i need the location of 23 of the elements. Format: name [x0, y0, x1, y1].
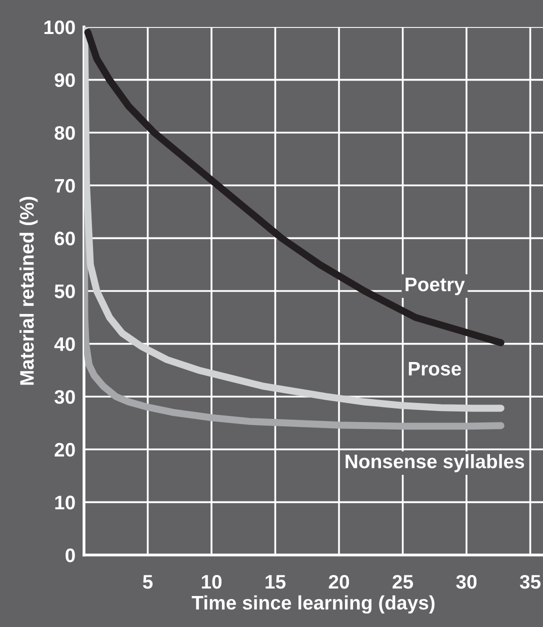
y-axis-title: Material retained (%) [20, 196, 38, 385]
x-tick-label: 30 [456, 574, 477, 589]
series-label: Nonsense syllables [346, 454, 524, 472]
x-tick-label: 5 [142, 575, 153, 589]
y-tick-label: 40 [54, 337, 75, 352]
y-tick-label: 90 [54, 73, 75, 88]
y-tick-label: 50 [54, 284, 75, 298]
x-tick-label: 35 [520, 574, 541, 589]
x-tick-label: 15 [266, 575, 286, 589]
x-tick-label: 25 [392, 574, 414, 589]
series-label: Poetry [406, 278, 465, 296]
y-tick-label: 100 [44, 20, 75, 34]
y-tick-label: 80 [54, 126, 75, 140]
x-axis-title: Time since learning (days) [192, 595, 434, 614]
y-tick-label: 10 [55, 496, 75, 510]
series-label: Prose [408, 362, 461, 376]
y-tick-label: 0 [66, 548, 75, 562]
y-tick-label: 70 [54, 178, 75, 193]
y-tick-label: 20 [54, 442, 75, 457]
x-tick-label: 20 [328, 574, 350, 589]
x-tick-label: 10 [202, 574, 222, 589]
y-tick-label: 60 [54, 232, 75, 246]
y-tick-label: 30 [54, 390, 75, 404]
